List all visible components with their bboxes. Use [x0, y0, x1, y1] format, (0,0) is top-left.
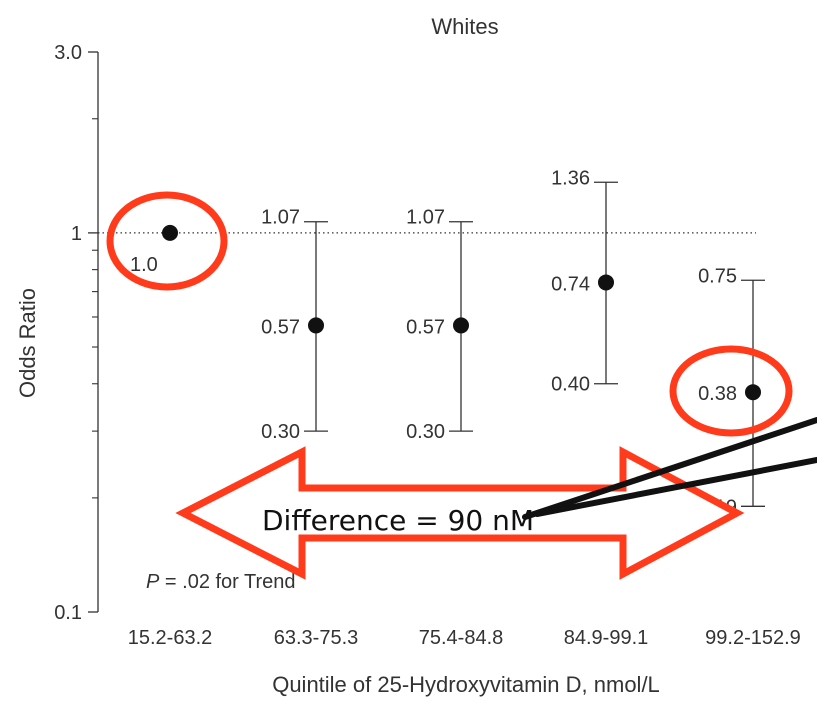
chart-title: Whites [431, 14, 498, 39]
odds-ratio-label: 1.0 [130, 254, 158, 276]
x-tick-label: 99.2-152.9 [705, 627, 801, 649]
data-point [162, 224, 178, 241]
odds-ratio-label: 0.74 [551, 273, 590, 295]
ci-high-label: 1.36 [551, 167, 590, 189]
y-tick-label: 0.1 [54, 602, 82, 624]
ci-low-label: 0.30 [261, 421, 300, 443]
y-axis-label: Odds Ratio [15, 288, 40, 398]
highlight-circle-right [669, 345, 793, 437]
odds-ratio-label: 0.38 [698, 383, 737, 405]
difference-label: Difference = 90 nM [262, 504, 534, 537]
trend-p-symbol: P [146, 571, 160, 593]
x-axis-label: Quintile of 25-Hydroxyvitamin D, nmol/L [272, 672, 660, 697]
odds-ratio-label: 0.57 [261, 316, 300, 338]
pointer-line-2 [534, 457, 817, 517]
ci-high-label: 1.07 [261, 207, 300, 229]
ci-low-label: 0.40 [551, 374, 590, 396]
highlight-circle-left [106, 191, 228, 291]
double-headed-arrow [175, 446, 745, 580]
data-point [453, 317, 469, 334]
y-tick-label: 1 [71, 223, 82, 245]
odds-ratio-label: 0.57 [406, 316, 445, 338]
y-tick-label: 3.0 [54, 42, 82, 64]
ci-low-label: 0.30 [406, 421, 445, 443]
ci-high-label: 0.75 [698, 265, 737, 287]
annotation-layer: Difference = 90 nM [106, 191, 817, 580]
ci-high-label: 1.07 [406, 207, 445, 229]
pointer-line-1 [522, 417, 817, 520]
axes: 0.1 1 3.0 15.2-63.2 63.3-75.3 75.4-84.8 84.9-9… [54, 42, 801, 649]
data-point [745, 384, 761, 401]
data-marks: 1.0 1.07 0.30 0.57 1.07 0.30 0.57 1.36 0.40 0.74 0… [130, 167, 765, 518]
x-tick-label: 63.3-75.3 [274, 627, 359, 649]
data-point [598, 274, 614, 291]
x-tick-label: 84.9-99.1 [564, 627, 649, 649]
x-tick-label: 75.4-84.8 [419, 627, 504, 649]
trend-note-text: = .02 for Trend [159, 571, 295, 593]
data-point [308, 317, 324, 334]
trend-note: P = .02 for Trend [146, 571, 296, 593]
x-tick-label: 15.2-63.2 [128, 627, 213, 649]
